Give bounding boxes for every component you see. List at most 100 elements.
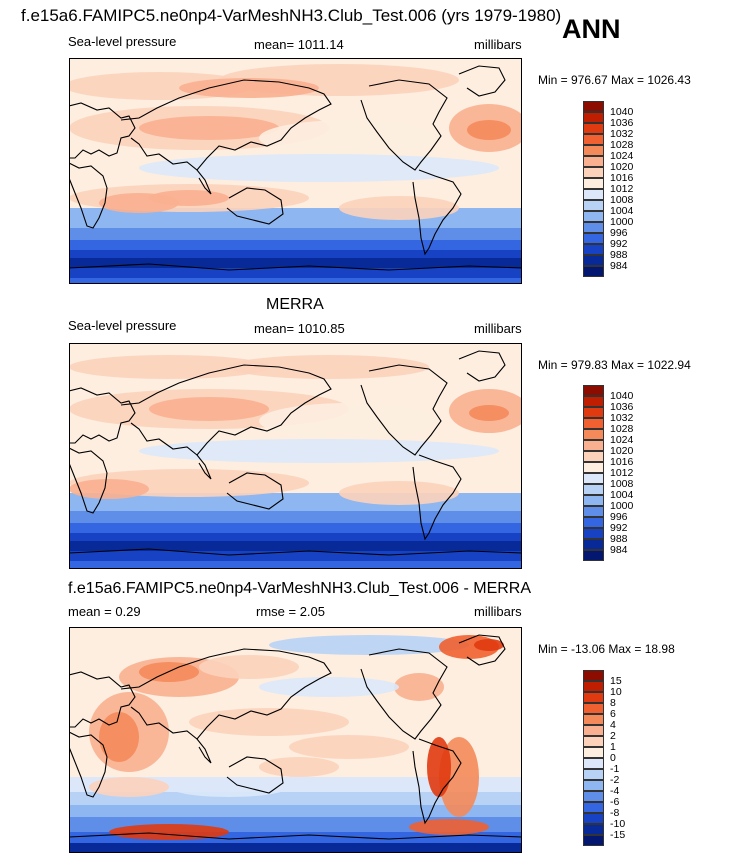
- coastline: [69, 162, 108, 229]
- panel-3-rmse-label: rmse = 2.05: [256, 604, 326, 619]
- coastline: [412, 454, 462, 541]
- contour-map: [69, 627, 522, 853]
- panel-1-mean-label: mean= 1011.14: [254, 37, 344, 52]
- panel-2-mean-label: mean= 1010.85: [254, 321, 345, 336]
- panel-1-minmax: Min = 976.67 Max = 1026.43: [538, 73, 691, 87]
- contour-region: [394, 673, 444, 701]
- colorbar-swatch: [583, 112, 604, 123]
- season-label: ANN: [562, 14, 621, 44]
- panel-2-units-label: millibars: [474, 321, 522, 336]
- coastline: [196, 738, 212, 764]
- coastline: [69, 832, 522, 840]
- contour-region: [469, 405, 509, 421]
- coastline: [196, 169, 212, 195]
- colorbar-tick-label: 8: [610, 697, 616, 709]
- colorbar-tick-label: 1024: [610, 434, 634, 446]
- coastline: [226, 472, 284, 510]
- colorbar-tick-label: -15: [610, 829, 626, 841]
- colorbar-swatch: [583, 528, 604, 539]
- colorbar-swatch: [583, 670, 604, 681]
- colorbar-tick-label: -8: [610, 807, 620, 819]
- colorbar-swatch: [583, 539, 604, 550]
- coastline: [69, 548, 522, 556]
- contour-region: [179, 78, 319, 98]
- colorbar-tick-label: 1040: [610, 106, 634, 118]
- panel-3-map: [69, 627, 522, 853]
- colorbar-tick-label: 1012: [610, 183, 634, 195]
- colorbar-tick-label: 1024: [610, 150, 634, 162]
- colorbar-swatch: [583, 780, 604, 791]
- colorbar-swatch: [583, 266, 604, 277]
- contour-region: [139, 116, 279, 140]
- colorbar-swatch: [583, 167, 604, 178]
- colorbar-swatch: [583, 835, 604, 846]
- panel-1-units-label: millibars: [474, 37, 522, 52]
- coastline: [120, 364, 332, 456]
- coastline: [120, 79, 332, 171]
- colorbar-tick-label: -1: [610, 763, 620, 775]
- map-frame: [69, 343, 522, 569]
- colorbar-swatch: [583, 769, 604, 780]
- contour-map: [69, 58, 522, 284]
- coastline: [412, 738, 462, 825]
- colorbar-tick-label: 4: [610, 719, 616, 731]
- colorbar-tick-label: 1032: [610, 128, 634, 140]
- coastline: [69, 102, 136, 159]
- colorbar-swatch: [583, 714, 604, 725]
- colorbar-swatch: [583, 506, 604, 517]
- colorbar-swatch: [583, 385, 604, 396]
- contour-region: [467, 120, 511, 140]
- colorbar-swatch: [583, 134, 604, 145]
- colorbar-tick-label: -10: [610, 818, 626, 830]
- contour-region: [269, 635, 469, 655]
- colorbar-swatch: [583, 703, 604, 714]
- colorbar-swatch: [583, 462, 604, 473]
- contour-region: [289, 735, 409, 759]
- panel-3-minmax: Min = -13.06 Max = 18.98: [538, 642, 675, 656]
- contour-band: [69, 561, 522, 569]
- colorbar-swatch: [583, 517, 604, 528]
- colorbar-tick-label: 1016: [610, 172, 634, 184]
- contour-region: [139, 154, 499, 182]
- contour-region: [149, 397, 269, 421]
- contour-band: [69, 843, 522, 853]
- contour-region: [139, 439, 499, 463]
- colorbar-swatch: [583, 101, 604, 112]
- colorbar-tick-label: 1020: [610, 161, 634, 173]
- colorbar-swatch: [583, 824, 604, 835]
- colorbar-tick-label: 1012: [610, 467, 634, 479]
- colorbar-tick-label: -6: [610, 796, 620, 808]
- colorbar-tick-label: 996: [610, 511, 628, 523]
- colorbar-swatch: [583, 484, 604, 495]
- contour-region: [149, 190, 229, 206]
- contour-region: [409, 819, 489, 835]
- colorbar-swatch: [583, 418, 604, 429]
- coastline: [69, 263, 522, 271]
- panel-2-title: MERRA: [266, 296, 324, 313]
- contour-region: [259, 120, 439, 156]
- colorbar-swatch: [583, 802, 604, 813]
- colorbar-swatch: [583, 178, 604, 189]
- coastline: [360, 364, 448, 456]
- colorbar-tick-label: 988: [610, 249, 628, 261]
- map-frame: [69, 58, 522, 284]
- coastline: [458, 65, 506, 97]
- contour-region: [109, 824, 229, 840]
- colorbar-swatch: [583, 495, 604, 506]
- panel-2-variable-label: Sea-level pressure: [68, 318, 177, 333]
- colorbar-tick-label: 1036: [610, 117, 634, 129]
- coastline: [458, 350, 506, 382]
- colorbar-tick-label: 984: [610, 544, 628, 556]
- coastline: [412, 169, 462, 256]
- panel-3-units-label: millibars: [474, 604, 522, 619]
- map-frame: [69, 627, 522, 853]
- colorbar-tick-label: 1000: [610, 500, 634, 512]
- panel-2-map: [69, 343, 522, 569]
- coastline: [226, 187, 284, 225]
- coastline: [69, 671, 136, 728]
- colorbar-tick-label: 992: [610, 238, 628, 250]
- colorbar-tick-label: -2: [610, 774, 620, 786]
- colorbar-tick-label: 1016: [610, 456, 634, 468]
- colorbar-swatch: [583, 255, 604, 266]
- colorbar-swatch: [583, 736, 604, 747]
